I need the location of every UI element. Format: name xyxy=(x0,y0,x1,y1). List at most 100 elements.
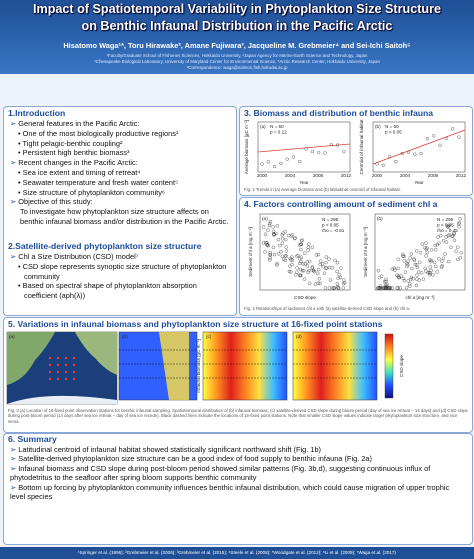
panel-label: (a) xyxy=(9,334,15,339)
point xyxy=(396,257,400,261)
correspondence: *Correspondence: waga@salmon.fish.hokuda… xyxy=(186,65,288,70)
point xyxy=(444,136,448,140)
point xyxy=(272,233,276,237)
station xyxy=(56,377,60,381)
point xyxy=(276,252,281,256)
list-item: Seawater temperature and fresh water con… xyxy=(10,178,232,188)
point xyxy=(443,252,447,256)
point xyxy=(452,231,456,235)
point xyxy=(424,241,428,245)
point xyxy=(406,259,410,264)
point xyxy=(419,151,423,156)
point xyxy=(457,221,461,225)
point xyxy=(284,245,288,249)
land xyxy=(75,332,117,375)
point xyxy=(261,241,266,245)
point xyxy=(268,253,272,258)
point xyxy=(278,243,282,248)
point xyxy=(429,258,433,263)
point xyxy=(429,248,434,252)
colorbar-label: CSD slope xyxy=(399,355,404,377)
point xyxy=(275,261,279,266)
point xyxy=(426,270,430,275)
colorbar xyxy=(384,333,394,399)
ice xyxy=(7,395,117,404)
point xyxy=(306,270,310,274)
x-tick-label: 2004 xyxy=(285,173,296,178)
point xyxy=(325,266,329,270)
point xyxy=(458,216,462,221)
point xyxy=(267,223,272,228)
point xyxy=(412,257,416,261)
x-label: Year xyxy=(299,180,309,185)
heatmap xyxy=(292,331,378,401)
point xyxy=(316,271,320,276)
point xyxy=(284,249,289,253)
station xyxy=(64,363,68,367)
point xyxy=(447,233,451,237)
point xyxy=(307,268,311,273)
heatmap xyxy=(202,331,288,401)
affiliation: ⁴Chesapeake Biological Laboratory, Unive… xyxy=(94,59,380,64)
point xyxy=(402,259,406,263)
caption: Fig. 2 Relationships of sediment chl a w… xyxy=(244,306,410,311)
point xyxy=(290,258,295,262)
point xyxy=(376,286,380,290)
station xyxy=(56,370,60,374)
point xyxy=(397,275,401,280)
point xyxy=(437,256,441,261)
point xyxy=(302,269,306,273)
point xyxy=(337,272,341,277)
point xyxy=(452,238,457,243)
point xyxy=(415,277,419,281)
title: on Benthic Infaunal Distribution in the … xyxy=(81,19,393,33)
point xyxy=(375,162,379,166)
point xyxy=(400,151,404,156)
list-item: Based on spectral shape of phytoplankton… xyxy=(10,281,232,301)
point xyxy=(384,284,389,289)
point xyxy=(265,243,269,247)
point xyxy=(444,240,449,244)
point xyxy=(301,262,305,266)
point xyxy=(335,261,340,265)
heading: 6. Summary xyxy=(8,434,57,444)
point xyxy=(298,261,302,266)
point xyxy=(415,249,419,253)
point xyxy=(423,266,427,270)
station xyxy=(56,356,60,360)
point xyxy=(272,164,277,169)
point xyxy=(425,250,429,255)
point xyxy=(406,263,410,267)
stat: rho = 0.45 xyxy=(437,228,458,233)
point xyxy=(323,151,327,155)
point xyxy=(396,286,401,290)
point xyxy=(428,273,432,277)
station xyxy=(56,363,60,367)
x-label: chl a [mg m⁻³] xyxy=(406,295,435,300)
point xyxy=(381,286,386,290)
point xyxy=(432,260,437,264)
point xyxy=(339,266,343,270)
panel-label: (b) xyxy=(122,334,128,339)
x-tick-label: 2008 xyxy=(313,173,324,178)
point xyxy=(398,286,402,290)
point xyxy=(435,270,439,274)
point xyxy=(434,247,438,252)
point xyxy=(318,262,322,267)
point xyxy=(283,230,288,234)
point xyxy=(318,281,322,286)
point xyxy=(299,259,303,264)
point xyxy=(425,137,429,141)
list-item: Latitudinal centroid of infaunal habitat… xyxy=(10,445,466,454)
point xyxy=(437,241,441,245)
point xyxy=(427,271,431,275)
point xyxy=(444,235,448,239)
x-tick-label: 2012 xyxy=(341,173,352,178)
station xyxy=(64,370,68,374)
list-item: Chl a Size Distribution (CSD) model⁷ xyxy=(10,252,232,262)
point xyxy=(288,264,292,268)
point xyxy=(413,262,417,267)
title: Impact of Spatiotemporal Variability in … xyxy=(33,2,441,16)
point xyxy=(327,286,332,290)
